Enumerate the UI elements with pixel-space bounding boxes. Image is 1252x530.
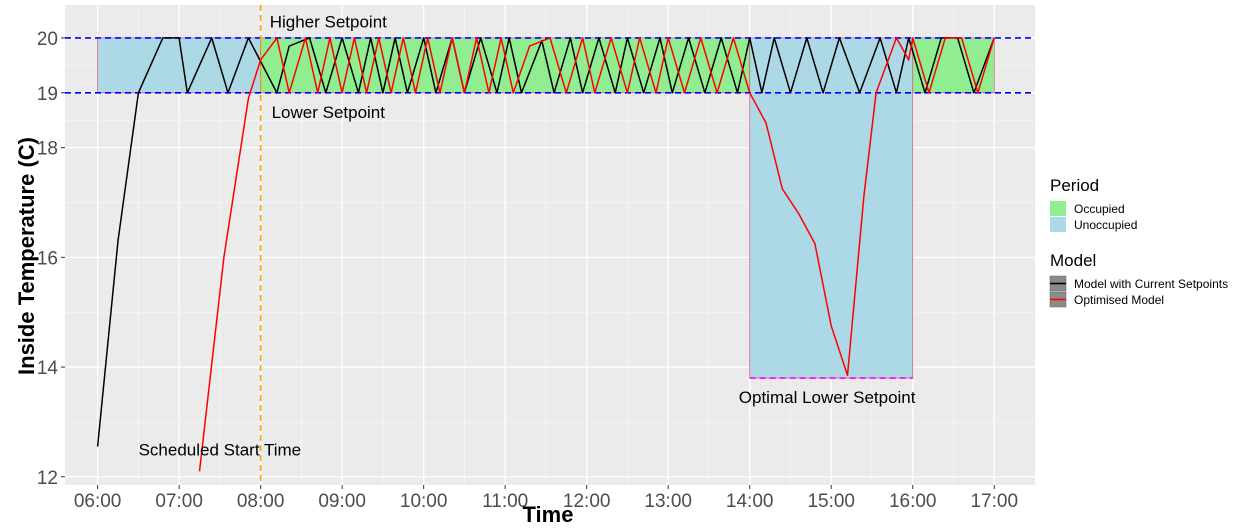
x-tick-label: 13:00 <box>644 491 692 512</box>
lower-setpoint-label: Lower Setpoint <box>272 103 386 122</box>
legend: Period Occupied Unoccupied Model Model with … <box>1049 176 1228 308</box>
legend-item-label: Optimised Model <box>1074 293 1164 307</box>
x-tick-label: 08:00 <box>237 491 285 512</box>
period-band-unoccupied <box>749 37 914 379</box>
period-band-unoccupied <box>97 37 262 94</box>
x-tick-label: 10:00 <box>400 491 448 512</box>
y-tick-label: 16 <box>37 248 58 269</box>
y-tick-label: 18 <box>37 139 58 160</box>
legend-title-period: Period <box>1050 176 1099 195</box>
legend-swatch-unoccupied <box>1050 217 1066 232</box>
x-tick-label: 15:00 <box>807 491 855 512</box>
current-setpoints-model-line <box>96 37 995 447</box>
x-tick-label: 12:00 <box>563 491 611 512</box>
legend-item-label: Unoccupied <box>1074 218 1137 232</box>
x-tick-label: 11:00 <box>482 491 528 512</box>
x-tick-label: 09:00 <box>318 491 366 512</box>
period-bands <box>97 37 995 379</box>
x-tick-label: 07:00 <box>155 491 203 512</box>
x-axis-title: Time <box>523 502 574 527</box>
y-tick-label: 19 <box>37 84 58 105</box>
series-lines <box>96 37 995 472</box>
axis-ticks: 06:00 07:00 08:00 09:00 10:00 11:00 12:00 13:00… <box>37 29 1018 512</box>
period-band-occupied <box>912 37 995 94</box>
legend-title-model: Model <box>1050 251 1096 270</box>
x-tick-label: 14:00 <box>726 491 774 512</box>
y-tick-label: 14 <box>37 358 59 379</box>
legend-item-label: Occupied <box>1074 202 1125 216</box>
x-tick-label: 16:00 <box>889 491 937 512</box>
higher-setpoint-label: Higher Setpoint <box>270 12 387 31</box>
annotations: Higher Setpoint Lower Setpoint Optimal Low… <box>139 12 916 459</box>
optimised-model-line <box>198 37 995 472</box>
legend-swatch-occupied <box>1050 201 1066 216</box>
legend-item-label: Model with Current Setpoints <box>1074 277 1228 291</box>
y-tick-label: 20 <box>37 29 58 50</box>
scheduled-start-time-label: Scheduled Start Time <box>139 440 302 459</box>
y-axis-title: Inside Temperature (C) <box>14 137 39 375</box>
optimal-lower-setpoint-label: Optimal Lower Setpoint <box>739 388 916 407</box>
y-tick-label: 12 <box>37 468 58 489</box>
x-tick-label: 06:00 <box>74 491 122 512</box>
x-tick-label: 17:00 <box>970 491 1018 512</box>
